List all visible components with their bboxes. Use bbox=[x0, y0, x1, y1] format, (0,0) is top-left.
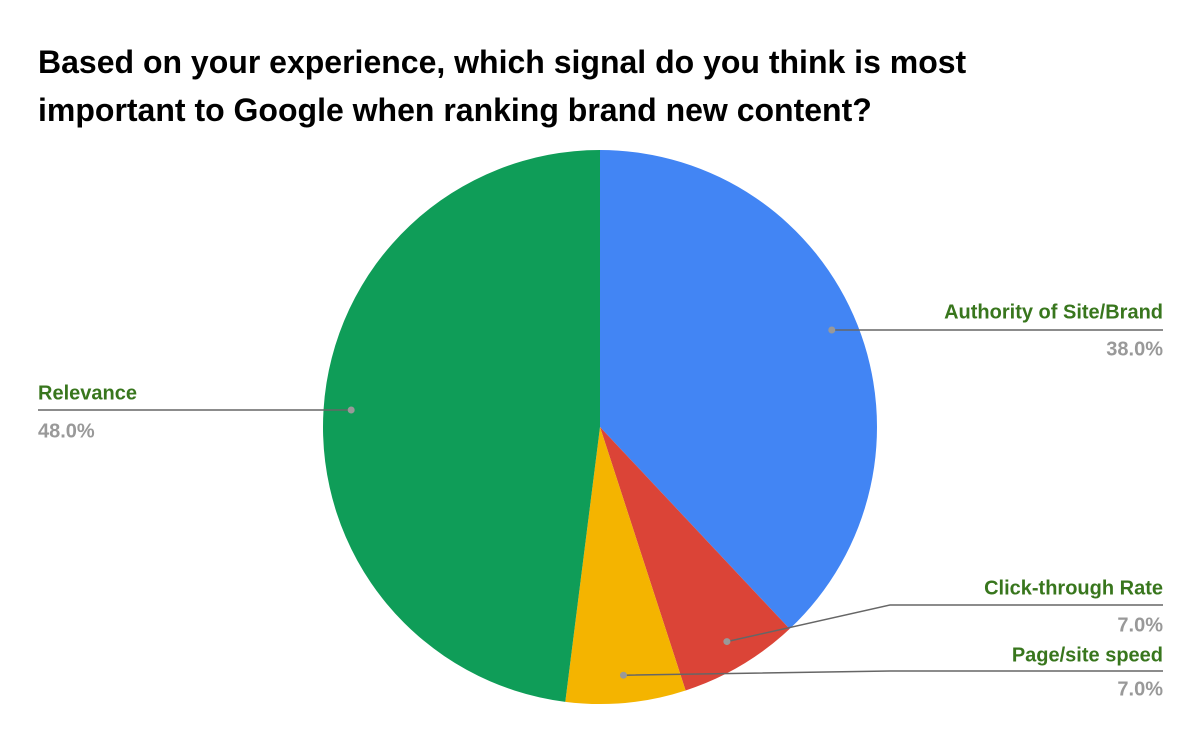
chart-title: Based on your experience, which signal d… bbox=[38, 44, 967, 128]
leader-dot bbox=[619, 671, 627, 679]
leader-dot bbox=[723, 638, 731, 646]
slice-label: Authority of Site/Brand bbox=[944, 301, 1163, 323]
leader-dot bbox=[347, 406, 355, 414]
value-label: 7.0% bbox=[1117, 678, 1163, 700]
pie-slice bbox=[565, 427, 686, 704]
value-label: 48.0% bbox=[38, 420, 95, 442]
leader-dot bbox=[828, 326, 836, 334]
pie-slice bbox=[600, 150, 877, 629]
value-label: 7.0% bbox=[1117, 614, 1163, 636]
leader-line bbox=[726, 604, 1163, 643]
value-label: 38.0% bbox=[1106, 338, 1163, 360]
pie-slice bbox=[600, 427, 790, 691]
slice-label: Page/site speed bbox=[1012, 644, 1163, 666]
slice-label: Relevance bbox=[38, 382, 137, 404]
slice-label: Click-through Rate bbox=[984, 577, 1163, 599]
pie-slice bbox=[322, 150, 600, 702]
leader-line bbox=[623, 670, 1163, 676]
